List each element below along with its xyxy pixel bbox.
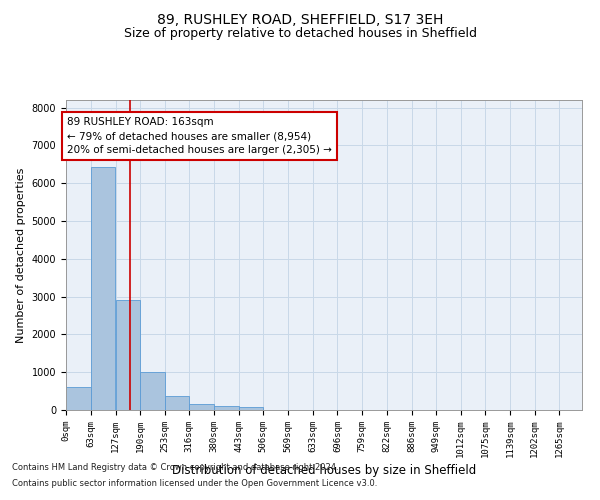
- Text: Size of property relative to detached houses in Sheffield: Size of property relative to detached ho…: [124, 28, 476, 40]
- Y-axis label: Number of detached properties: Number of detached properties: [16, 168, 26, 342]
- Bar: [189, 404, 214, 410]
- Bar: [91, 167, 115, 410]
- Bar: [239, 407, 263, 410]
- Bar: [140, 372, 164, 410]
- Bar: [66, 386, 91, 410]
- Text: 89 RUSHLEY ROAD: 163sqm
← 79% of detached houses are smaller (8,954)
20% of semi: 89 RUSHLEY ROAD: 163sqm ← 79% of detache…: [67, 117, 332, 155]
- Text: Contains public sector information licensed under the Open Government Licence v3: Contains public sector information licen…: [12, 478, 377, 488]
- Text: Contains HM Land Registry data © Crown copyright and database right 2024.: Contains HM Land Registry data © Crown c…: [12, 464, 338, 472]
- X-axis label: Distribution of detached houses by size in Sheffield: Distribution of detached houses by size …: [172, 464, 476, 477]
- Text: 89, RUSHLEY ROAD, SHEFFIELD, S17 3EH: 89, RUSHLEY ROAD, SHEFFIELD, S17 3EH: [157, 12, 443, 26]
- Bar: [164, 396, 189, 410]
- Bar: [214, 406, 239, 410]
- Bar: [116, 300, 140, 410]
